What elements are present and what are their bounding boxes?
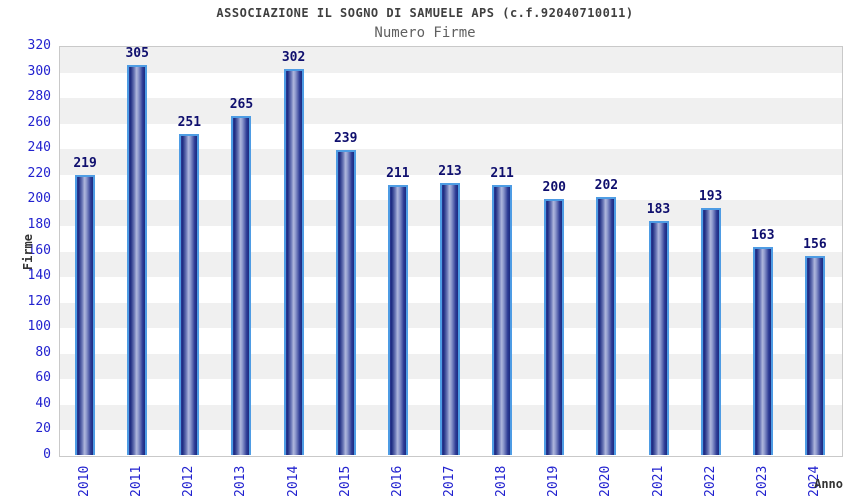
bar-2014	[283, 69, 304, 455]
x-tick-label: 2016	[389, 465, 405, 497]
bar-value-label: 156	[803, 236, 827, 252]
bar-2020	[596, 196, 617, 455]
x-tick-label: 2023	[754, 465, 770, 497]
bar-value-label: 202	[594, 177, 619, 193]
grid-band	[60, 98, 842, 124]
x-tick-label: 2021	[650, 465, 666, 497]
bar-value-label: 183	[646, 202, 671, 218]
y-tick-label: 180	[27, 216, 51, 232]
bar-value-label: 251	[177, 115, 202, 131]
bar-value-label: 302	[281, 50, 306, 65]
bar-value-label: 265	[229, 97, 254, 113]
y-tick-label: 40	[35, 395, 51, 411]
y-tick-label: 320	[27, 38, 51, 53]
x-tick-label: 2020	[598, 465, 614, 497]
y-tick-label: 140	[27, 268, 51, 284]
y-tick-label: 60	[35, 370, 51, 386]
bar-2012	[179, 134, 200, 455]
chart-subtitle: Numero Firme	[374, 25, 476, 41]
x-axis-label: Anno	[814, 477, 843, 491]
bar-value-label: 219	[73, 156, 97, 172]
x-tick-label: 2010	[77, 465, 93, 497]
bar-value-label: 211	[490, 166, 514, 182]
bar-value-label: 200	[542, 180, 566, 196]
x-tick-label: 2012	[181, 465, 197, 497]
x-tick-label: 2015	[337, 465, 353, 497]
grid-band	[60, 47, 842, 73]
y-tick-label: 200	[27, 191, 51, 207]
bar-2023	[752, 246, 773, 455]
grid-band	[60, 72, 842, 99]
bar-value-label: 193	[698, 189, 723, 205]
bar-2022	[700, 208, 721, 455]
y-tick-label: 80	[35, 344, 51, 360]
bar-2019	[544, 199, 565, 455]
x-tick-label: 2017	[442, 465, 457, 497]
y-axis-label: Firme	[21, 234, 35, 271]
bar-2018	[492, 185, 513, 455]
bar-value-label: 163	[751, 227, 775, 243]
y-tick-label: 240	[27, 140, 51, 156]
y-tick-label: 160	[27, 242, 51, 258]
y-tick-label: 220	[27, 165, 51, 181]
bar-2011	[127, 65, 148, 455]
chart-title: ASSOCIAZIONE IL SOGNO DI SAMUELE APS (c.…	[216, 6, 634, 20]
y-tick-label: 0	[43, 447, 51, 462]
bar-2015	[335, 149, 356, 455]
bar-2013	[231, 116, 252, 455]
bar-2010	[75, 175, 96, 455]
bar-value-label: 239	[333, 130, 358, 146]
bar-2024	[804, 255, 825, 455]
bar-value-label: 213	[438, 163, 462, 179]
x-tick-label: 2013	[233, 465, 249, 497]
x-tick-label: 2019	[546, 465, 562, 497]
y-tick-label: 260	[27, 114, 51, 130]
y-tick-label: 100	[27, 319, 51, 335]
y-tick-label: 300	[27, 63, 51, 79]
x-tick-label: 2022	[702, 465, 718, 497]
y-tick-label: 280	[27, 89, 51, 105]
bar-2021	[648, 221, 669, 455]
bar-value-label: 305	[125, 46, 149, 62]
x-tick-label: 2018	[494, 465, 510, 497]
bar-2016	[387, 185, 408, 455]
bar-2017	[440, 182, 460, 455]
x-tick-label: 2014	[285, 465, 301, 497]
x-tick-label: 2011	[129, 465, 145, 497]
bar-value-label: 211	[386, 166, 410, 182]
y-tick-label: 120	[27, 293, 51, 309]
y-tick-label: 20	[35, 421, 51, 437]
